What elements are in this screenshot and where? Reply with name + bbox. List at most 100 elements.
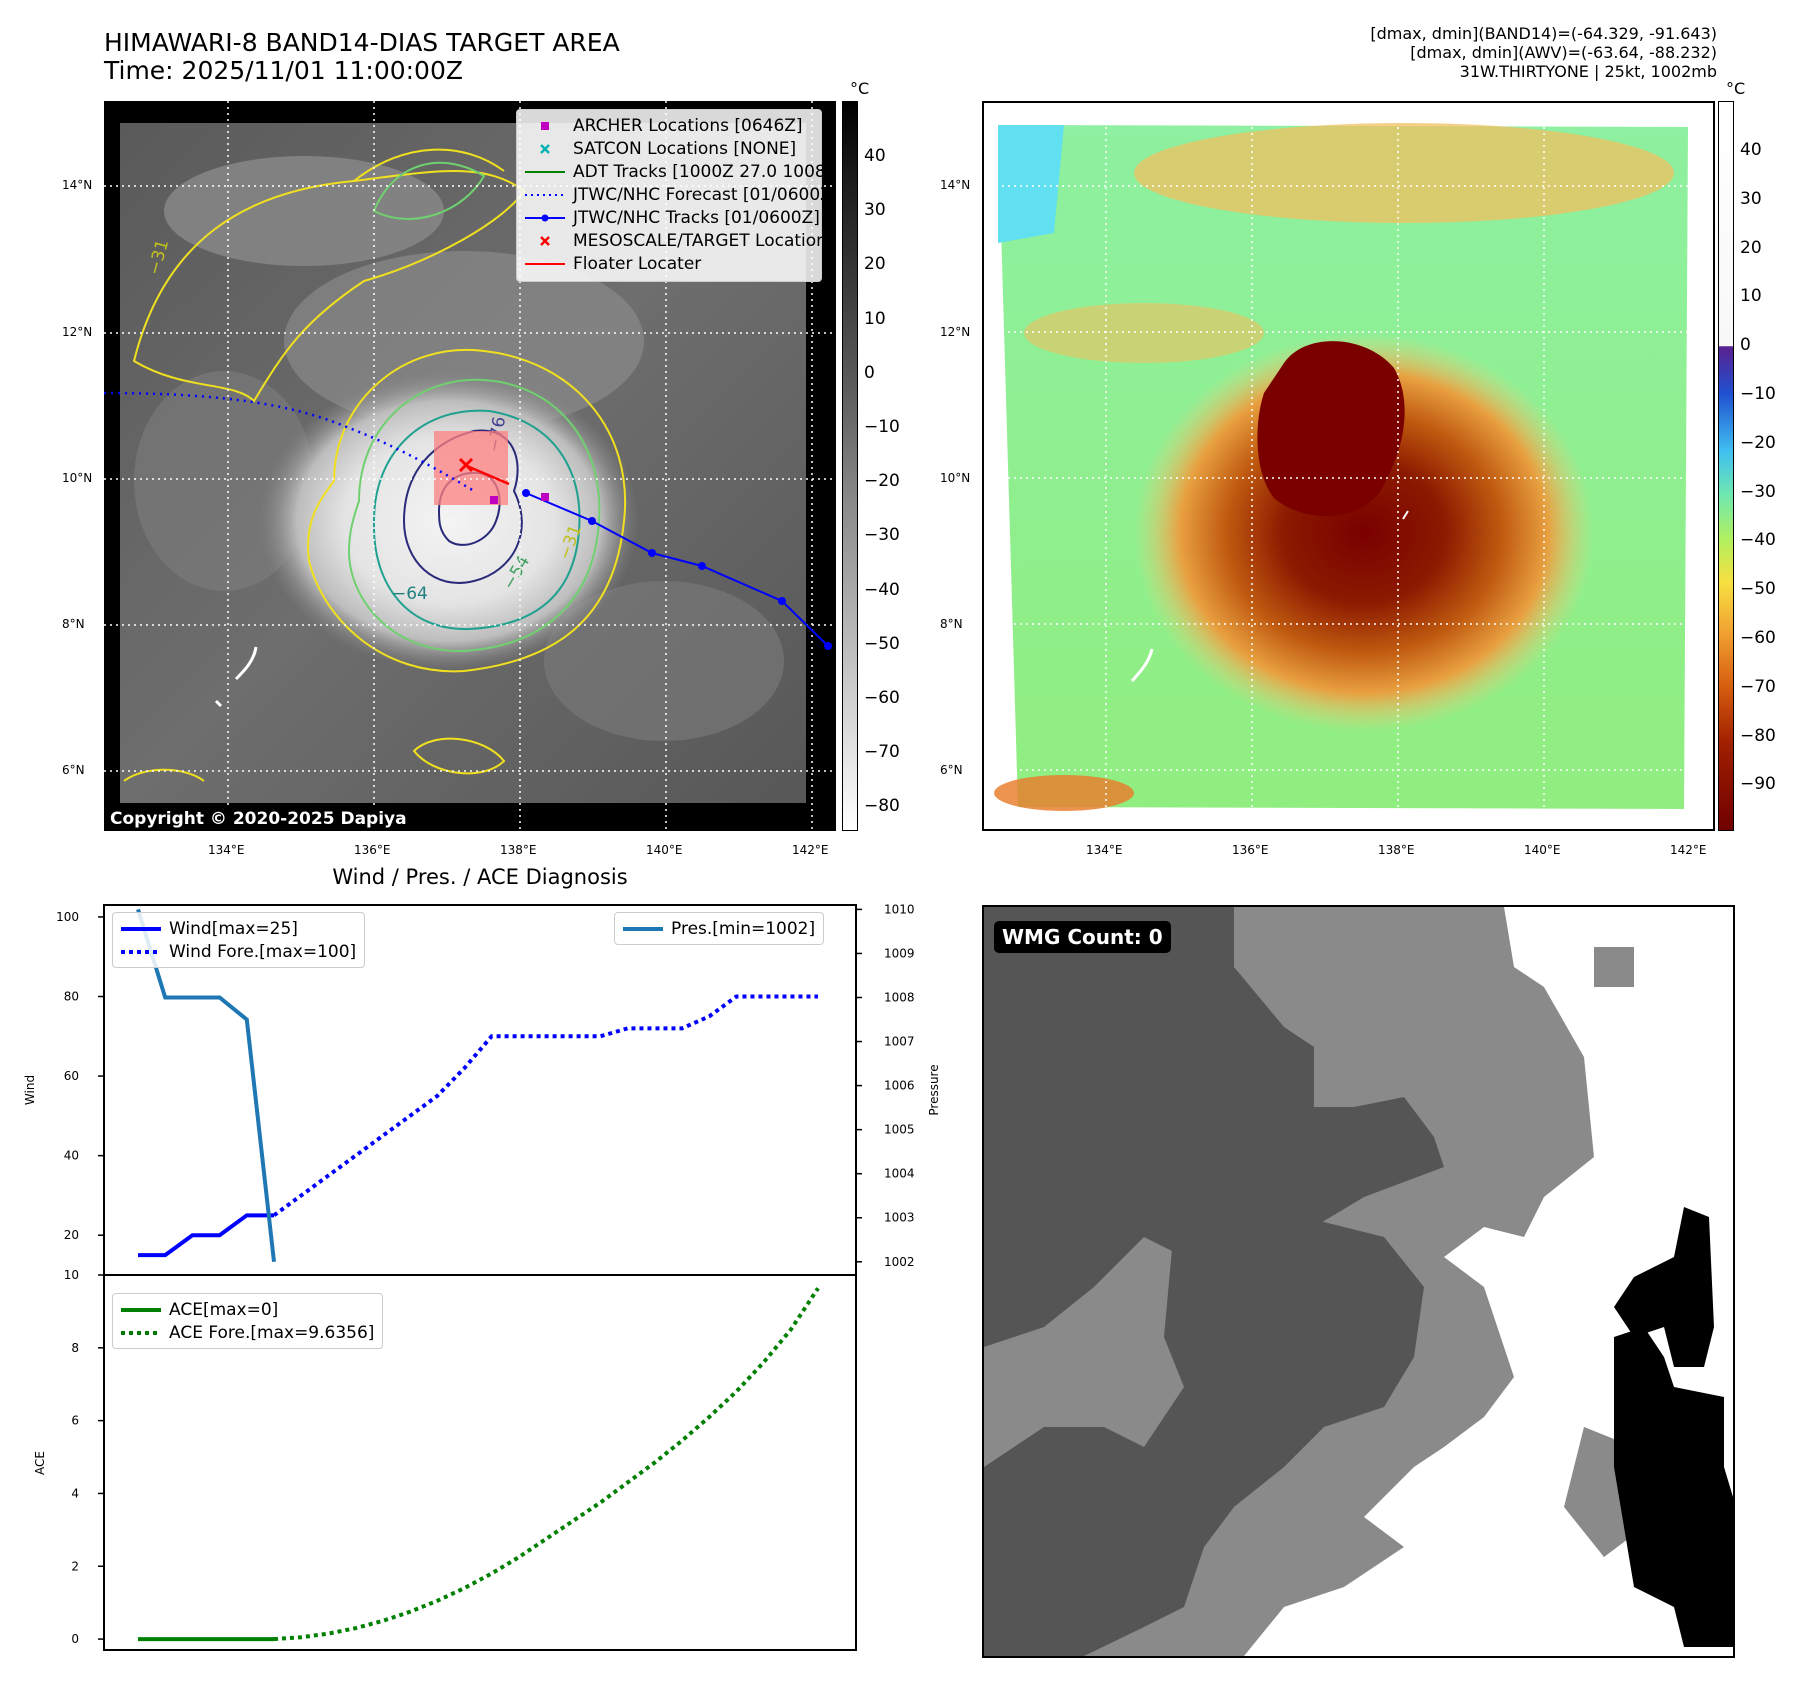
awv-range: [dmax, dmin](AWV)=(-63.64, -88.232): [1410, 43, 1717, 62]
pressure-ytick-label: 1010: [884, 902, 915, 916]
awv-colorbar-tick: −20: [1740, 432, 1776, 453]
lat-tick: 8°N: [62, 617, 85, 631]
awv-colorbar-tick: 20: [1740, 237, 1762, 258]
ace-ytick-label: 6: [71, 1414, 79, 1428]
wind-ytick-label: 40: [64, 1149, 79, 1163]
awv-map-panel: [982, 101, 1715, 831]
awv-colorbar: [1718, 101, 1734, 831]
ir-legend: ARCHER Locations [0646Z] SATCON Location…: [516, 109, 836, 282]
ace-ytick-label: 4: [71, 1486, 79, 1500]
archer-location: [541, 493, 549, 501]
lat-tick: 10°N: [62, 471, 93, 485]
ir-colorbar-tick: 20: [864, 254, 886, 275]
awv-map-image: [984, 103, 1713, 829]
awv-colorbar-tick: 10: [1740, 286, 1762, 307]
awv-colorbar-tick: 40: [1740, 140, 1762, 160]
ir-colorbar-tick: 30: [864, 200, 886, 221]
lat-tick: 6°N: [62, 763, 85, 777]
legend-ace-forecast: ACE Fore.[max=9.6356]: [121, 1322, 375, 1343]
ir-map-panel: −64 −54 −31 −76 −31: [104, 101, 836, 831]
pressure-ytick-label: 1003: [884, 1211, 915, 1225]
ace-ytick-label: 10: [64, 1268, 79, 1282]
wind-axis-label: Wind: [23, 1075, 37, 1105]
copyright-notice: Copyright © 2020-2025 Dapiya: [104, 807, 413, 831]
ir-colorbar: [842, 101, 858, 831]
lon-tick: 138°E: [1378, 843, 1415, 857]
wind-line: [138, 1213, 274, 1258]
ace-forecast-line: [273, 1287, 820, 1642]
pressure-ytick-label: 1005: [884, 1123, 915, 1137]
lat-tick: 14°N: [62, 178, 93, 192]
legend-floater: Floater Locater: [525, 253, 702, 274]
legend-target: MESOSCALE/TARGET Location: [517, 229, 827, 252]
awv-colorbar-unit: °C: [1726, 79, 1746, 98]
pressure-ytick-label: 1008: [884, 991, 915, 1005]
awv-colorbar-tick: −80: [1740, 725, 1776, 746]
ir-colorbar-tick: −70: [864, 742, 900, 763]
lon-tick: 136°E: [1232, 843, 1269, 857]
ir-colorbar-tick: −60: [864, 688, 900, 708]
legend-jtwc-tracks: JTWC/NHC Tracks [01/0600Z]: [517, 206, 821, 229]
legend-ace: ACE[max=0]: [121, 1299, 279, 1320]
ir-colorbar-tick: −30: [864, 525, 900, 546]
pressure-ytick-label: 1007: [884, 1035, 915, 1049]
legend-archer: ARCHER Locations [0646Z]: [517, 114, 821, 137]
jtwc-track: [525, 492, 829, 647]
storm-info: 31W.THIRTYONE | 25kt, 1002mb: [1459, 62, 1717, 81]
lon-tick: 142°E: [1670, 843, 1707, 857]
ir-colorbar-tick: 10: [864, 308, 886, 329]
awv-colorbar-tick: −90: [1740, 774, 1776, 795]
pressure-ytick-label: 1002: [884, 1255, 915, 1269]
ace-axes-frame: [103, 1274, 857, 1651]
diagnosis-title: Wind / Pres. / ACE Diagnosis: [332, 865, 628, 889]
ir-colorbar-tick: −20: [864, 471, 900, 492]
band14-range: [dmax, dmin](BAND14)=(-64.329, -91.643): [1370, 24, 1717, 43]
wmg-panel: WMG Count: 0: [982, 905, 1735, 1658]
contour-label: −64: [392, 584, 428, 604]
pressure-line: [136, 908, 276, 1263]
awv-colorbar-tick: 30: [1740, 188, 1762, 209]
wind-ytick-label: 100: [56, 910, 79, 924]
lat-tick: 10°N: [940, 471, 971, 485]
ir-colorbar-tick: −40: [864, 579, 900, 600]
legend-jtwc-forecast: JTWC/NHC Forecast [01/0600Z]: [525, 184, 836, 205]
pressure-legend: Pres.[min=1002]: [614, 912, 825, 945]
wind-legend: Wind[max=25] Wind Fore.[max=100]: [112, 912, 366, 968]
legend-wind-forecast: Wind Fore.[max=100]: [121, 941, 357, 962]
awv-colorbar-tick: −60: [1740, 628, 1776, 648]
legend-wind: Wind[max=25]: [121, 918, 298, 939]
pressure-ytick-label: 1009: [884, 946, 915, 960]
awv-colorbar-tick: −70: [1740, 676, 1776, 697]
target-location: [458, 457, 474, 473]
ace-axis-label: ACE: [33, 1451, 47, 1475]
jtwc-track-points: [522, 489, 832, 650]
ir-colorbar-tick: −10: [864, 417, 900, 437]
pressure-ytick-label: 1004: [884, 1167, 915, 1181]
lat-tick: 8°N: [940, 617, 963, 631]
awv-colorbar-tick: −30: [1740, 481, 1776, 502]
awv-colorbar-tick: −40: [1740, 530, 1776, 551]
awv-colorbar-tick: −10: [1740, 384, 1776, 404]
legend-pressure: Pres.[min=1002]: [623, 918, 816, 939]
wmg-count-badge: WMG Count: 0: [994, 921, 1171, 953]
lon-tick: 140°E: [1524, 843, 1561, 857]
lon-tick: 134°E: [1086, 843, 1123, 857]
ir-colorbar-tick: −50: [864, 633, 900, 654]
ace-legend: ACE[max=0] ACE Fore.[max=9.6356]: [112, 1293, 384, 1349]
lon-tick: 138°E: [500, 843, 537, 857]
legend-satcon: SATCON Locations [NONE]: [517, 137, 821, 160]
figure-title: HIMAWARI-8 BAND14-DIAS TARGET AREA: [104, 28, 620, 57]
pressure-ytick-label: 1006: [884, 1079, 915, 1093]
legend-adt: ADT Tracks [1000Z 27.0 1008.0]: [525, 161, 836, 182]
ir-colorbar-unit: °C: [850, 79, 870, 98]
ace-ytick-label: 8: [71, 1341, 79, 1355]
archer-location: [490, 496, 498, 504]
floater-locater-line: [466, 464, 510, 486]
lon-tick: 140°E: [646, 843, 683, 857]
awv-colorbar-tick: 0: [1740, 335, 1751, 356]
lon-tick: 134°E: [208, 843, 245, 857]
pressure-axis-label: Pressure: [927, 1064, 941, 1115]
wmg-image: [984, 907, 1733, 1656]
ir-colorbar-tick: 0: [864, 362, 875, 383]
